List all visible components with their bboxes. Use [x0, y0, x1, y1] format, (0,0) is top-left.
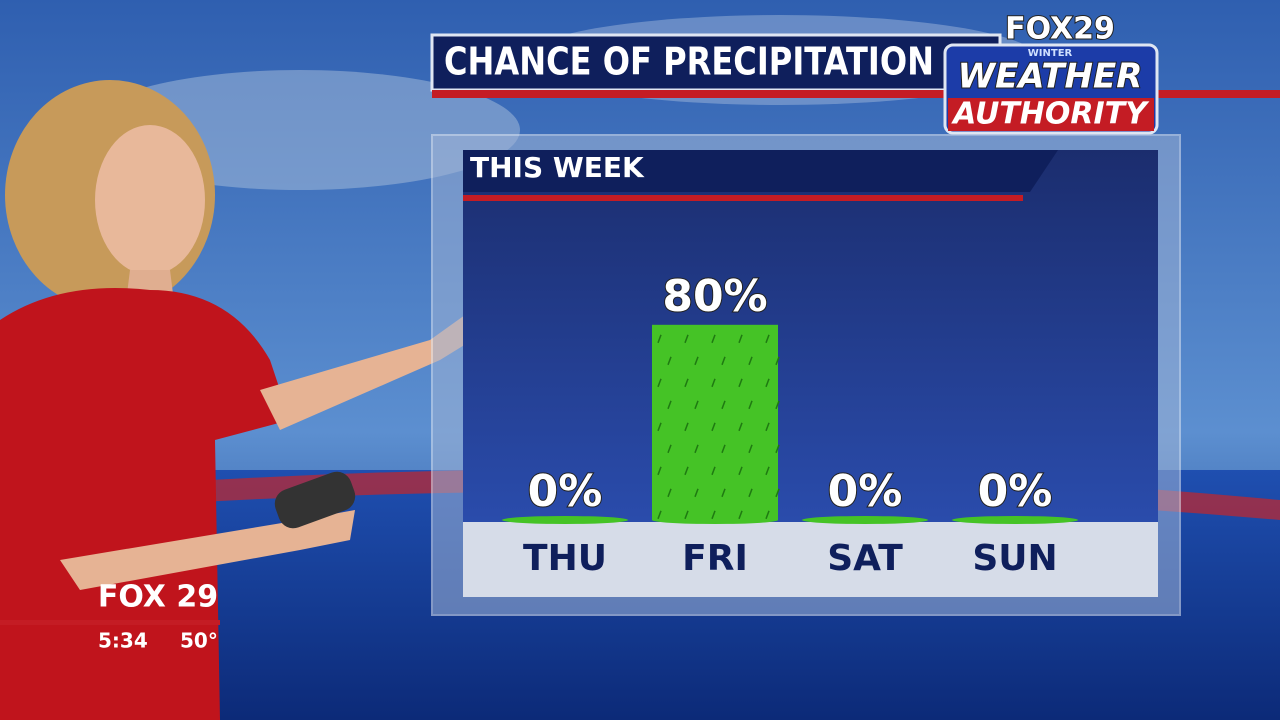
rain-streak — [694, 356, 699, 366]
rain-streak — [721, 400, 726, 410]
value-label: 0% — [978, 466, 1053, 517]
rain-streak — [721, 356, 726, 366]
rain-streak — [694, 488, 699, 498]
rain-streak — [775, 356, 780, 366]
rain-streak — [738, 466, 743, 476]
logo: FOX29 WINTER WEATHER AUTHORITY — [943, 11, 1159, 135]
rain-streak — [738, 378, 743, 388]
rain-streak — [738, 510, 743, 520]
subtitle-stripe — [463, 195, 1023, 201]
rain-streak — [721, 488, 726, 498]
x-tick-label: THU — [523, 538, 607, 579]
rain-streak — [775, 488, 780, 498]
bug-temperature: 50° — [180, 629, 218, 653]
station-bug: FOX 29 5:34 50° — [0, 580, 220, 653]
bar-base — [502, 516, 628, 524]
rain-streak — [738, 422, 743, 432]
rain-streak — [775, 444, 780, 454]
value-label: 0% — [528, 466, 603, 517]
bar — [652, 324, 778, 520]
rain-streak — [667, 400, 672, 410]
value-label: 0% — [828, 466, 903, 517]
bar-base — [802, 516, 928, 524]
rain-streak — [667, 444, 672, 454]
rain-streak — [738, 334, 743, 344]
rain-streak — [765, 510, 770, 520]
rain-streak — [657, 422, 662, 432]
rain-streak — [667, 488, 672, 498]
bars: THU 0% FRI 80% SAT 0% SUN 0% — [502, 270, 1078, 579]
rain-streak — [711, 378, 716, 388]
rain-streak — [684, 422, 689, 432]
title-stripe — [432, 90, 1280, 98]
rain-streak — [684, 466, 689, 476]
rain-streak — [711, 334, 716, 344]
rain-streak — [684, 334, 689, 344]
rain-streak — [711, 510, 716, 520]
rain-streak — [765, 466, 770, 476]
rain-streak — [694, 444, 699, 454]
subtitle-bar — [463, 150, 1058, 192]
presenter — [0, 80, 505, 720]
rain-streak — [657, 510, 662, 520]
rain-streak — [694, 400, 699, 410]
rain-streak — [748, 400, 753, 410]
rain-streak — [748, 444, 753, 454]
x-tick-label: SAT — [827, 538, 903, 579]
chart-subtitle: THIS WEEK — [470, 151, 645, 184]
bug-time: 5:34 — [98, 629, 148, 653]
bar-base — [952, 516, 1078, 524]
rain-streak — [775, 400, 780, 410]
rain-streak — [721, 444, 726, 454]
rain-streak — [711, 422, 716, 432]
x-tick-label: SUN — [972, 538, 1057, 579]
rain-streak — [657, 466, 662, 476]
logo-season: WINTER — [1028, 48, 1073, 59]
rain-streak — [748, 488, 753, 498]
rain-streak — [657, 378, 662, 388]
rain-streak — [657, 334, 662, 344]
x-tick-label: FRI — [682, 538, 748, 579]
logo-line1: WEATHER — [958, 57, 1143, 97]
category-band — [463, 522, 1158, 597]
rain-streak — [684, 378, 689, 388]
chart-title: CHANCE OF PRECIPITATION — [444, 40, 934, 84]
rain-streak — [765, 378, 770, 388]
rain-streak — [765, 422, 770, 432]
rain-streak — [748, 356, 753, 366]
rain-streak — [667, 356, 672, 366]
bug-brand: FOX 29 — [98, 580, 218, 615]
value-label: 80% — [662, 271, 767, 322]
rain-streak — [711, 466, 716, 476]
rain-streak — [684, 510, 689, 520]
rain-streak — [765, 334, 770, 344]
logo-brand: FOX29 — [1005, 12, 1115, 47]
logo-line2: AUTHORITY — [951, 97, 1150, 132]
